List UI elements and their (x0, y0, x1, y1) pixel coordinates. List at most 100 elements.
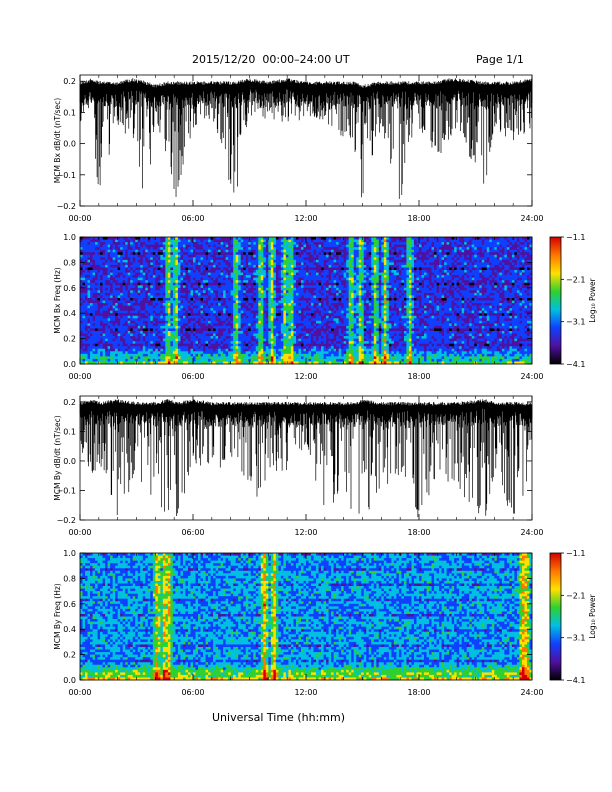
heatmap-cell (160, 254, 164, 258)
heatmap-cell (213, 247, 216, 251)
heatmap-cell (155, 308, 159, 312)
heatmap-cell (87, 287, 91, 291)
heatmap-cell (157, 348, 161, 352)
heatmap-cell (223, 356, 227, 360)
heatmap-cell (308, 290, 312, 294)
heatmap-cell (303, 297, 307, 301)
heatmap-cell (135, 252, 139, 256)
heatmap-cell (265, 313, 269, 317)
heatmap-cell (275, 282, 279, 286)
heatmap-cell (155, 303, 159, 306)
heatmap-cell (195, 270, 199, 273)
heatmap-cell (250, 264, 254, 268)
heatmap-cell (110, 297, 114, 301)
heatmap-cell (233, 333, 237, 337)
heatmap-cell (127, 303, 131, 306)
heatmap-cell (235, 252, 239, 256)
heatmap-cell (160, 264, 164, 268)
heatmap-cell (110, 328, 114, 332)
heatmap-cell (140, 280, 144, 284)
heatmap-cell (127, 272, 131, 276)
heatmap-cell (97, 351, 101, 355)
heatmap-cell (316, 259, 319, 263)
heatmap-cell (155, 356, 159, 360)
heatmap-cell (107, 320, 111, 324)
heatmap-cell (268, 282, 272, 286)
heatmap-cell (316, 264, 319, 268)
heatmap-cell (187, 290, 191, 294)
heatmap-cell (308, 336, 312, 339)
heatmap-cell (117, 310, 121, 314)
heatmap-cell (233, 310, 237, 314)
heatmap-cell (117, 275, 121, 279)
heatmap-cell (140, 292, 144, 296)
heatmap-cell (280, 242, 284, 246)
heatmap-cell (132, 315, 136, 319)
heatmap-cell (233, 338, 237, 342)
heatmap-cell (122, 348, 126, 352)
heatmap-cell (193, 315, 196, 319)
heatmap-cell (250, 313, 254, 317)
heatmap-cell (150, 237, 154, 240)
heatmap-cell (258, 285, 262, 289)
heatmap-cell (182, 336, 186, 339)
heatmap-cell (243, 275, 247, 279)
heatmap-cell (258, 328, 262, 332)
heatmap-cell (245, 308, 249, 312)
heatmap-cell (110, 257, 114, 261)
heatmap-cell (185, 361, 189, 365)
heatmap-cell (182, 254, 186, 258)
heatmap-cell (160, 270, 164, 273)
heatmap-cell (316, 270, 319, 273)
heatmap-cell (218, 310, 222, 314)
heatmap-cell (285, 292, 289, 296)
heatmap-cell (145, 259, 149, 263)
heatmap-cell (210, 313, 214, 317)
heatmap-cell (87, 262, 91, 266)
heatmap-cell (255, 333, 259, 337)
heatmap-cell (258, 315, 262, 319)
heatmap-cell (316, 325, 319, 329)
heatmap-cell (258, 338, 262, 342)
heatmap-cell (105, 264, 109, 268)
heatmap-cell (140, 313, 144, 317)
heatmap-cell (200, 351, 204, 355)
heatmap-cell (165, 290, 169, 294)
heatmap-cell (215, 242, 219, 246)
heatmap-cell (243, 287, 247, 291)
heatmap-cell (288, 346, 292, 350)
heatmap-cell (243, 280, 247, 284)
heatmap-cell (260, 254, 264, 258)
heatmap-cell (172, 285, 176, 289)
heatmap-cell (240, 252, 244, 256)
heatmap-cell (117, 254, 121, 258)
heatmap-cell (250, 303, 254, 306)
heatmap-cell (155, 295, 159, 299)
heatmap-cell (326, 247, 329, 251)
heatmap-cell (258, 237, 262, 240)
heatmap-cell (145, 361, 149, 365)
heatmap-cell (145, 262, 149, 266)
heatmap-cell (230, 315, 234, 319)
heatmap-cell (243, 257, 247, 261)
heatmap-cell (177, 262, 181, 266)
heatmap-cell (85, 237, 88, 240)
heatmap-cell (115, 313, 119, 317)
heatmap-cell (248, 358, 252, 362)
heatmap-cell (170, 330, 174, 334)
heatmap-cell (193, 330, 196, 334)
heatmap-cell (318, 343, 322, 347)
heatmap-cell (117, 295, 121, 299)
heatmap-cell (203, 300, 206, 304)
heatmap-cell (147, 270, 151, 273)
heatmap-cell (295, 343, 299, 347)
heatmap-cell (248, 351, 252, 355)
heatmap-cell (152, 325, 156, 329)
heatmap-cell (290, 292, 294, 296)
heatmap-cell (285, 272, 289, 276)
heatmap-cell (120, 249, 124, 253)
heatmap-cell (95, 303, 98, 306)
heatmap-cell (102, 358, 106, 362)
heatmap-cell (193, 285, 196, 289)
heatmap-cell (280, 267, 284, 271)
